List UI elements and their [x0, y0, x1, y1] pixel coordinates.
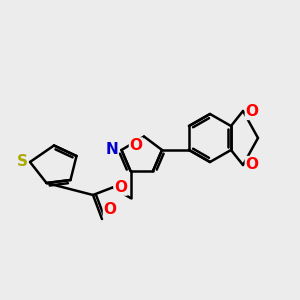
Text: O: O [245, 104, 258, 119]
Text: O: O [103, 202, 116, 217]
Text: O: O [130, 138, 142, 153]
Text: S: S [16, 154, 28, 169]
Text: N: N [105, 142, 118, 158]
Text: O: O [114, 180, 127, 195]
Text: O: O [245, 157, 258, 172]
